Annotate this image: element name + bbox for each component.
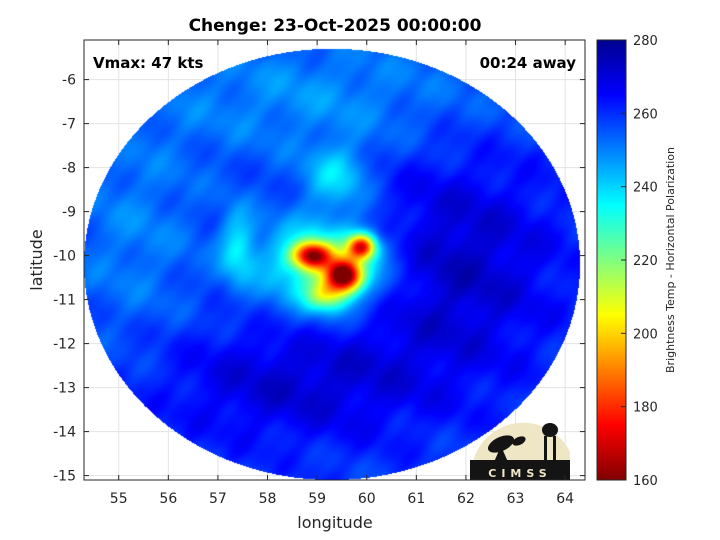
vmax-label: Vmax: 47 kts <box>93 54 203 72</box>
colorbar-tick-label: 180 <box>633 401 658 416</box>
chart-title: Chenge: 23-Oct-2025 00:00:00 <box>189 16 482 36</box>
y-axis-ticks: -6 -7 -8 -9 -10 -11 -12 -13 -14 -15 <box>53 73 585 485</box>
y-tick-label: -13 <box>53 381 76 397</box>
colorbar-label: Brightness Temp - Horizontal Polarizatio… <box>664 147 677 373</box>
y-tick-label: -9 <box>62 205 76 221</box>
logo-tower-leg-2 <box>553 436 556 462</box>
logo-dish-icon <box>487 435 515 453</box>
colorbar-tick-label: 220 <box>633 254 658 269</box>
colorbar: 160 180 200 220 240 260 280 Brightness Temp - … <box>596 34 677 489</box>
logo-tower-leg <box>544 436 547 462</box>
colorbar-tick-label: 280 <box>633 34 658 49</box>
logo-dish-icon-2 <box>512 436 526 446</box>
logo-dish-mount <box>494 446 508 462</box>
time-offset-label: 00:24 away <box>480 54 577 72</box>
logo-text: CIMSS <box>488 467 551 480</box>
y-axis-label: latitude <box>27 229 46 290</box>
y-tick-label: -6 <box>62 73 76 89</box>
colorbar-tick-label: 160 <box>633 474 658 489</box>
y-tick-label: -14 <box>53 425 76 441</box>
y-tick-label: -11 <box>53 293 76 309</box>
y-tick-label: -15 <box>53 469 76 485</box>
x-tick-label: 62 <box>457 491 475 507</box>
x-tick-label: 60 <box>358 491 376 507</box>
plot-frame <box>83 39 586 481</box>
y-tick-label: -12 <box>53 337 76 353</box>
plot-area: CIMSS Vmax: 47 kts 00:24 away 55 56 57 58 59… <box>53 39 586 507</box>
x-tick-label: 57 <box>209 491 227 507</box>
y-tick-label: -8 <box>62 161 76 177</box>
x-tick-label: 61 <box>407 491 425 507</box>
y-tick-label: -7 <box>62 117 76 133</box>
x-tick-label: 58 <box>259 491 277 507</box>
x-tick-label: 59 <box>308 491 326 507</box>
colorbar-ticks: 160 180 200 220 240 260 280 <box>621 34 658 489</box>
x-tick-label: 56 <box>159 491 177 507</box>
x-tick-label: 63 <box>507 491 525 507</box>
x-tick-label: 64 <box>556 491 574 507</box>
x-axis-label: longitude <box>297 513 372 532</box>
y-tick-label: -10 <box>53 249 76 265</box>
logo-base <box>470 460 570 480</box>
colorbar-tick-label: 240 <box>633 181 658 196</box>
colorbar-tick-label: 200 <box>633 327 658 342</box>
cimss-logo: CIMSS <box>470 422 570 480</box>
x-axis-ticks: 55 56 57 58 59 60 61 62 63 64 <box>110 40 574 507</box>
colorbar-tick-label: 260 <box>633 107 658 122</box>
brightness-temp-field <box>84 40 585 480</box>
x-tick-label: 55 <box>110 491 128 507</box>
logo-tower-icon <box>542 423 558 437</box>
